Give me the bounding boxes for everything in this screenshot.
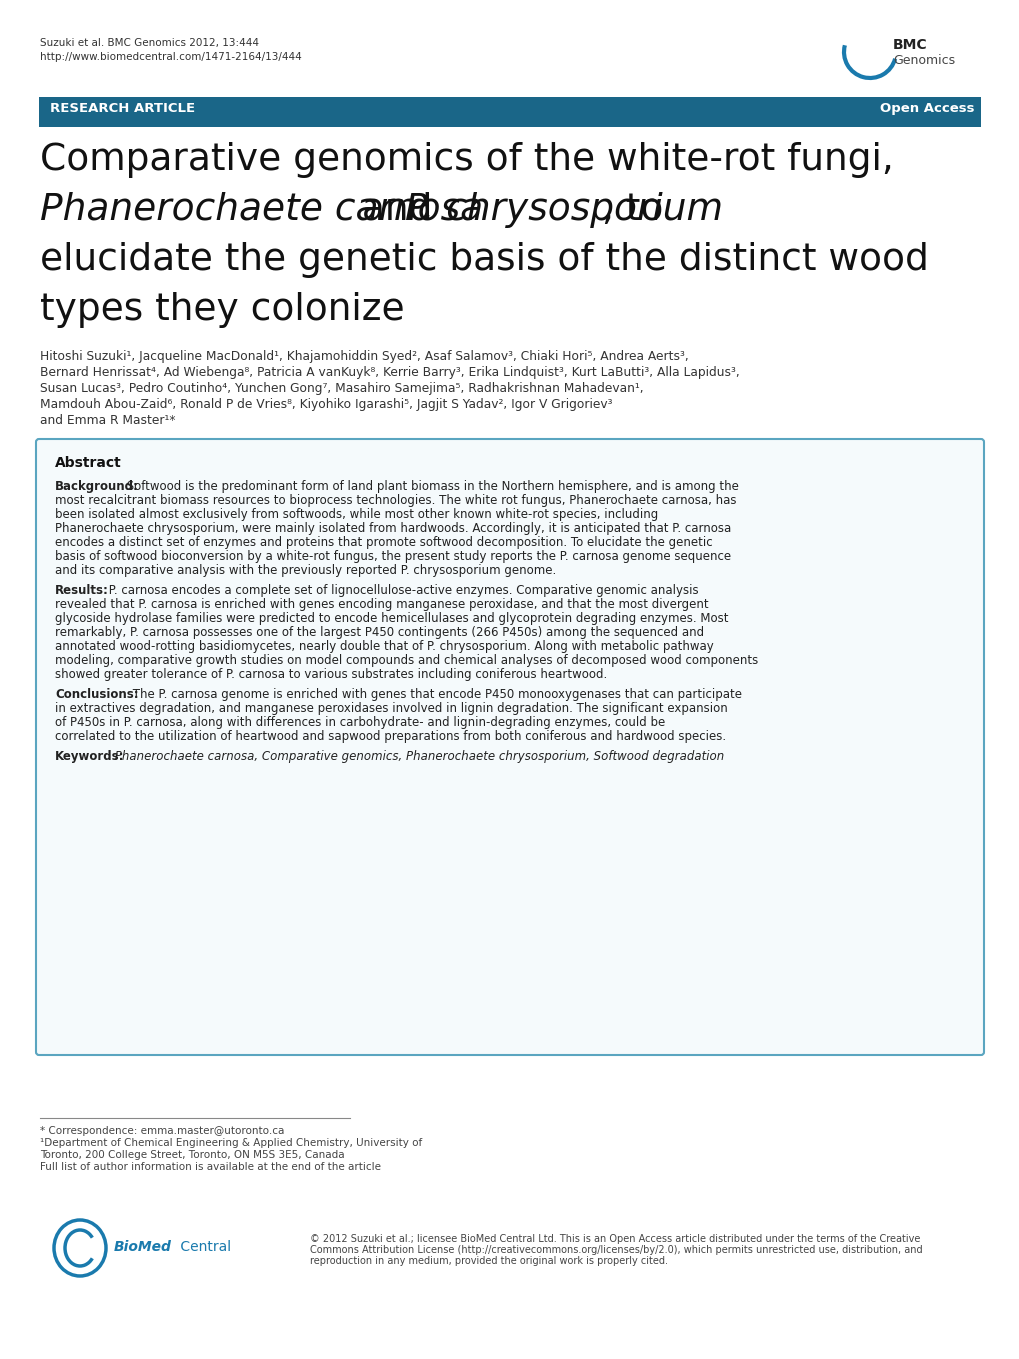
Text: Suzuki et al. BMC Genomics 2012, 13:444: Suzuki et al. BMC Genomics 2012, 13:444	[40, 38, 259, 48]
Text: elucidate the genetic basis of the distinct wood: elucidate the genetic basis of the disti…	[40, 242, 928, 279]
Text: Genomics: Genomics	[892, 54, 954, 67]
Text: Comparative genomics of the white-rot fungi,: Comparative genomics of the white-rot fu…	[40, 141, 893, 178]
Ellipse shape	[54, 1220, 106, 1276]
Text: most recalcitrant biomass resources to bioprocess technologies. The white rot fu: most recalcitrant biomass resources to b…	[55, 495, 736, 507]
Text: reproduction in any medium, provided the original work is properly cited.: reproduction in any medium, provided the…	[310, 1256, 667, 1267]
Text: Toronto, 200 College Street, Toronto, ON M5S 3E5, Canada: Toronto, 200 College Street, Toronto, ON…	[40, 1150, 344, 1161]
Text: BMC: BMC	[892, 38, 926, 52]
Text: Background:: Background:	[55, 480, 139, 493]
Text: , to: , to	[601, 192, 662, 228]
Text: P. carnosa encodes a complete set of lignocellulose-active enzymes. Comparative : P. carnosa encodes a complete set of lig…	[105, 584, 698, 597]
Text: Central: Central	[176, 1239, 231, 1254]
Text: Mamdouh Abou-Zaid⁶, Ronald P de Vries⁸, Kiyohiko Igarashi⁵, Jagjit S Yadav², Igo: Mamdouh Abou-Zaid⁶, Ronald P de Vries⁸, …	[40, 398, 611, 410]
Text: Bernard Henrissat⁴, Ad Wiebenga⁸, Patricia A vanKuyk⁸, Kerrie Barry³, Erika Lind: Bernard Henrissat⁴, Ad Wiebenga⁸, Patric…	[40, 366, 739, 379]
Text: been isolated almost exclusively from softwoods, while most other known white-ro: been isolated almost exclusively from so…	[55, 508, 657, 520]
Text: http://www.biomedcentral.com/1471-2164/13/444: http://www.biomedcentral.com/1471-2164/1…	[40, 52, 302, 63]
Text: revealed that P. carnosa is enriched with genes encoding manganese peroxidase, a: revealed that P. carnosa is enriched wit…	[55, 598, 708, 612]
Text: Hitoshi Suzuki¹, Jacqueline MacDonald¹, Khajamohiddin Syed², Asaf Salamov³, Chia: Hitoshi Suzuki¹, Jacqueline MacDonald¹, …	[40, 351, 688, 363]
Text: showed greater tolerance of P. carnosa to various substrates including coniferou: showed greater tolerance of P. carnosa t…	[55, 669, 606, 681]
Text: Abstract: Abstract	[55, 457, 121, 470]
Text: and: and	[350, 192, 444, 228]
Text: encodes a distinct set of enzymes and proteins that promote softwood decompositi: encodes a distinct set of enzymes and pr…	[55, 535, 712, 549]
FancyBboxPatch shape	[36, 439, 983, 1055]
Text: Results:: Results:	[55, 584, 109, 597]
Text: BioMed: BioMed	[114, 1239, 172, 1254]
Text: basis of softwood bioconversion by a white-rot fungus, the present study reports: basis of softwood bioconversion by a whi…	[55, 550, 731, 563]
Text: Conclusions:: Conclusions:	[55, 688, 139, 701]
Text: Full list of author information is available at the end of the article: Full list of author information is avail…	[40, 1162, 381, 1171]
Text: correlated to the utilization of heartwood and sapwood preparations from both co: correlated to the utilization of heartwo…	[55, 730, 726, 743]
Text: © 2012 Suzuki et al.; licensee BioMed Central Ltd. This is an Open Access articl: © 2012 Suzuki et al.; licensee BioMed Ce…	[310, 1234, 919, 1243]
Text: Keywords:: Keywords:	[55, 750, 124, 762]
Text: Phanerochaete carnosa: Phanerochaete carnosa	[40, 192, 483, 228]
Text: Susan Lucas³, Pedro Coutinho⁴, Yunchen Gong⁷, Masahiro Samejima⁵, Radhakrishnan : Susan Lucas³, Pedro Coutinho⁴, Yunchen G…	[40, 382, 643, 395]
Text: Open Access: Open Access	[879, 102, 974, 116]
Text: ¹Department of Chemical Engineering & Applied Chemistry, University of: ¹Department of Chemical Engineering & Ap…	[40, 1137, 422, 1148]
Text: in extractives degradation, and manganese peroxidases involved in lignin degrada: in extractives degradation, and manganes…	[55, 703, 727, 715]
Text: RESEARCH ARTICLE: RESEARCH ARTICLE	[50, 102, 195, 116]
Text: Phanerochaete carnosa, Comparative genomics, Phanerochaete chrysosporium, Softwo: Phanerochaete carnosa, Comparative genom…	[111, 750, 723, 762]
Text: * Correspondence: emma.master@utoronto.ca: * Correspondence: emma.master@utoronto.c…	[40, 1127, 284, 1136]
Text: and Emma R Master¹*: and Emma R Master¹*	[40, 414, 175, 427]
Text: The P. carnosa genome is enriched with genes that encode P450 monooxygenases tha: The P. carnosa genome is enriched with g…	[129, 688, 742, 701]
FancyBboxPatch shape	[39, 96, 980, 126]
Text: remarkably, P. carnosa possesses one of the largest P450 contingents (266 P450s): remarkably, P. carnosa possesses one of …	[55, 626, 703, 639]
Text: modeling, comparative growth studies on model compounds and chemical analyses of: modeling, comparative growth studies on …	[55, 654, 757, 667]
Text: of P450s in P. carnosa, along with differences in carbohydrate- and lignin-degra: of P450s in P. carnosa, along with diffe…	[55, 716, 664, 728]
Text: and its comparative analysis with the previously reported P. chrysosporium genom: and its comparative analysis with the pr…	[55, 564, 555, 578]
Text: P. chrysosporium: P. chrysosporium	[405, 192, 722, 228]
Text: glycoside hydrolase families were predicted to encode hemicellulases and glycopr: glycoside hydrolase families were predic…	[55, 612, 728, 625]
Text: annotated wood-rotting basidiomycetes, nearly double that of P. chrysosporium. A: annotated wood-rotting basidiomycetes, n…	[55, 640, 713, 654]
Text: Phanerochaete chrysosporium, were mainly isolated from hardwoods. Accordingly, i: Phanerochaete chrysosporium, were mainly…	[55, 522, 731, 535]
Text: types they colonize: types they colonize	[40, 292, 405, 328]
Text: Commons Attribution License (http://creativecommons.org/licenses/by/2.0), which : Commons Attribution License (http://crea…	[310, 1245, 922, 1254]
Text: Softwood is the predominant form of land plant biomass in the Northern hemispher: Softwood is the predominant form of land…	[123, 480, 739, 493]
